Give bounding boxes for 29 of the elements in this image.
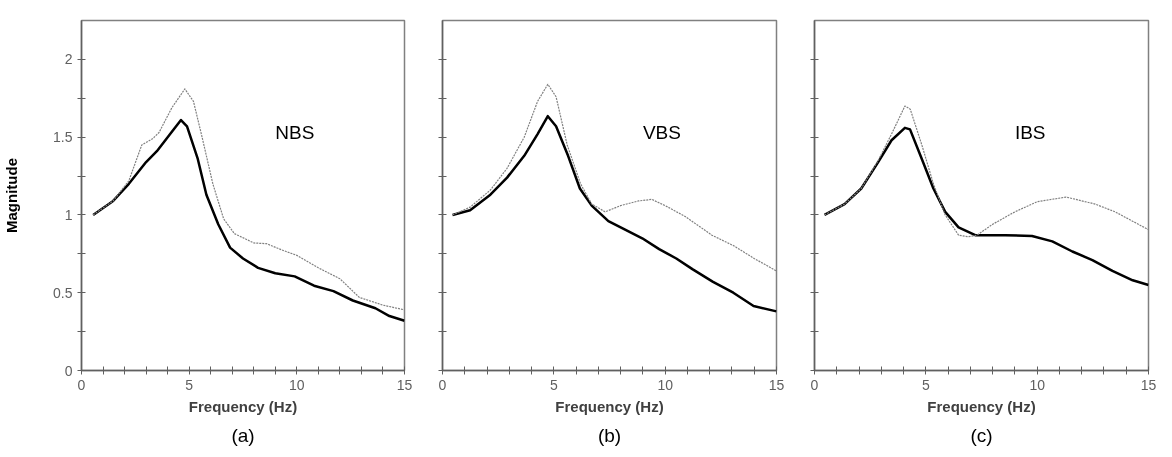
- x-axis-title: Frequency (Hz): [555, 397, 664, 415]
- x-tick-label: 0: [77, 376, 86, 393]
- x-tick-label: 10: [657, 376, 674, 393]
- y-tick-label: 0.5: [53, 284, 73, 301]
- line-series: [91, 118, 405, 322]
- annotation: VBS: [642, 122, 681, 143]
- y-tick-label: 1: [64, 206, 73, 223]
- y-axis-title: Magnitude: [3, 158, 21, 233]
- x-tick-label: 0: [810, 376, 819, 393]
- y-tick-label: 0: [64, 362, 73, 379]
- x-tick-label: 10: [289, 376, 305, 393]
- annotation: IBS: [1014, 122, 1046, 143]
- x-tick-label: 15: [768, 376, 785, 393]
- x-tick-label: 5: [921, 376, 930, 393]
- y-tick-label: 2: [64, 51, 73, 68]
- x-tick-label: 5: [185, 376, 194, 393]
- annotation: NBS: [275, 122, 315, 143]
- x-tick-label: 15: [1140, 376, 1157, 393]
- x-tick-label: 5: [549, 376, 558, 393]
- line-series: [92, 88, 405, 311]
- x-axis-title: Frequency (Hz): [188, 397, 298, 415]
- y-tick-label: 1.5: [53, 129, 73, 146]
- text: (a): [231, 424, 255, 446]
- text: (b): [597, 424, 622, 446]
- x-axis-title: Frequency (Hz): [927, 397, 1036, 415]
- x-tick-label: 15: [396, 376, 413, 393]
- text: (c): [970, 424, 993, 446]
- x-tick-label: 0: [438, 376, 447, 393]
- x-tick-label: 10: [1029, 376, 1046, 393]
